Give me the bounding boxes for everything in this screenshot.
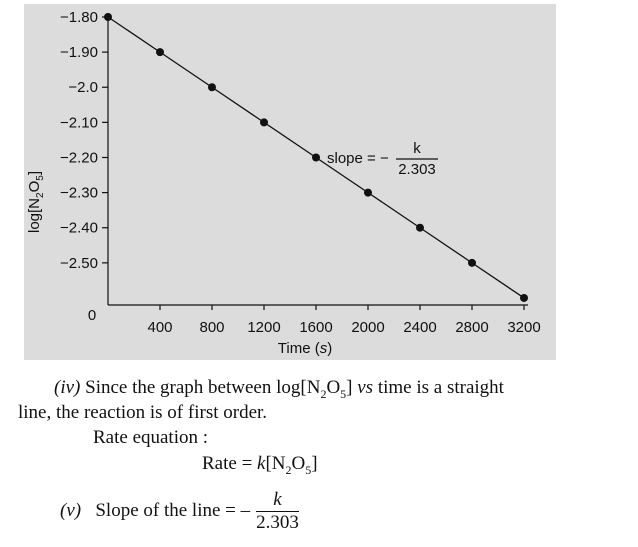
y-tick-label: −2.10 <box>60 114 98 131</box>
data-point <box>520 294 528 302</box>
x-tick-label: 2400 <box>403 319 436 336</box>
x-tick-label: 400 <box>147 319 172 336</box>
chart-svg: −1.80 −1.90 −2.0 −2.10 −2.20 −2.30 −2.40 −2.50 4… <box>24 4 556 360</box>
x-tick-label: 1200 <box>247 319 280 336</box>
y-tick-label: −1.90 <box>60 44 98 61</box>
y-axis-title: log[N2O5] <box>26 171 46 233</box>
x-tick-label: 3200 <box>507 319 540 336</box>
slope-numerator: k <box>413 140 421 157</box>
slope-fraction: k 2.303 <box>256 489 299 534</box>
x-tick-label: 2800 <box>455 319 488 336</box>
data-point <box>364 189 372 197</box>
y-tick-label: −2.30 <box>60 185 98 202</box>
data-point <box>104 13 112 21</box>
data-point <box>416 224 424 232</box>
origin-label: 0 <box>88 307 96 324</box>
data-point <box>208 83 216 91</box>
ticks: −1.80 −1.90 −2.0 −2.10 −2.20 −2.30 −2.40 −2.50 4… <box>60 9 541 336</box>
rate-equation: Rate = k[N2O5] <box>202 452 318 482</box>
paragraph-iv-number: (iv) <box>54 377 80 398</box>
x-tick-label: 2000 <box>351 319 384 336</box>
data-point <box>156 48 164 56</box>
paragraph-iv-line2: line, the reaction is of first order. <box>18 401 267 425</box>
data-point <box>260 118 268 126</box>
series <box>104 13 528 302</box>
y-tick-label: −2.40 <box>60 220 98 237</box>
data-point <box>468 259 476 267</box>
y-tick-label: −2.0 <box>68 79 98 96</box>
y-tick-label: −1.80 <box>60 9 98 26</box>
slope-annotation: slope = − k 2.303 <box>327 140 438 178</box>
x-tick-label: 1600 <box>299 319 332 336</box>
paragraph-v-number: (v) <box>60 500 81 521</box>
chart-panel: −1.80 −1.90 −2.0 −2.10 −2.20 −2.30 −2.40 −2.50 4… <box>24 4 556 360</box>
x-tick-label: 800 <box>199 319 224 336</box>
slope-label: slope = − <box>327 150 389 167</box>
data-point <box>312 153 320 161</box>
rate-equation-label: Rate equation : <box>93 426 208 450</box>
slope-denominator: 2.303 <box>398 161 436 178</box>
y-tick-label: −2.20 <box>60 149 98 166</box>
paragraph-v: (v) Slope of the line = – k 2.303 <box>60 488 299 534</box>
y-tick-label: −2.50 <box>60 255 98 272</box>
x-axis-title: Time (s) <box>278 340 332 357</box>
